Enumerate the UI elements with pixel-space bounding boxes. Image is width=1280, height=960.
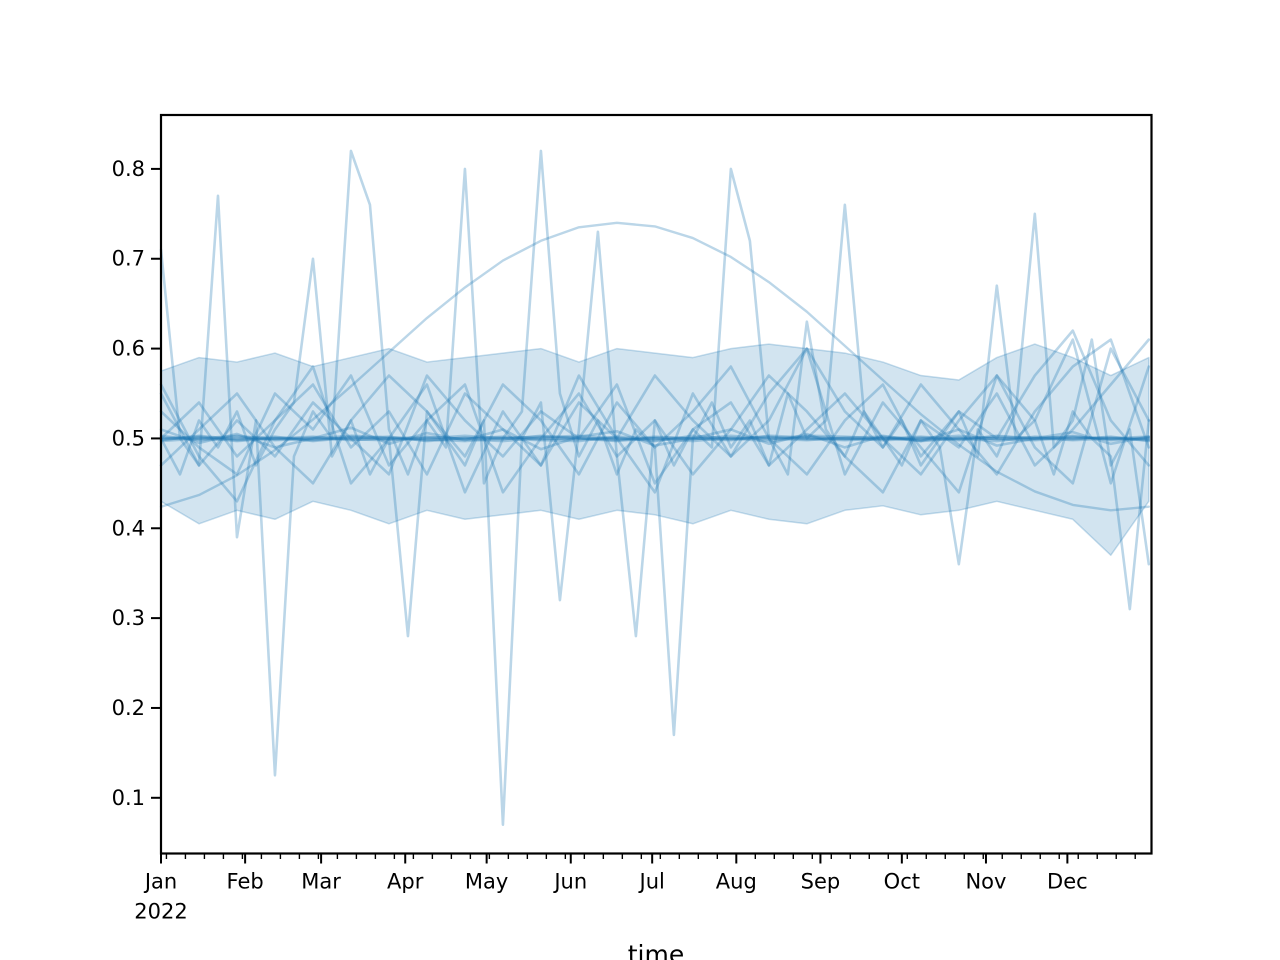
x-tick-label: Jun xyxy=(552,870,587,894)
tick-label-layer: Jan 2022 Feb Mar Apr May Jun Jul Aug Sep Oct Nov Dec… xyxy=(112,157,1088,924)
series-volatile-2 xyxy=(159,167,1151,827)
y-tick-label: 0.2 xyxy=(112,696,145,720)
series-medium-4 xyxy=(159,347,1151,485)
series-smooth-seasonal xyxy=(159,221,1150,512)
x-tick-label: Aug xyxy=(716,870,757,894)
series-stable-7 xyxy=(159,426,1151,451)
x-tick-label: Feb xyxy=(227,870,264,894)
plot-border xyxy=(159,113,1153,855)
y-tick-label: 0.8 xyxy=(112,157,145,181)
y-tick-label: 0.6 xyxy=(112,337,145,361)
series-volatile-3 xyxy=(159,338,1151,503)
x-tick-label: May xyxy=(465,870,508,894)
series-stable-1 xyxy=(159,435,1151,443)
uncertainty-band-layer xyxy=(160,343,1150,556)
uncertainty-band xyxy=(160,343,1150,556)
series-volatile-1 xyxy=(159,149,1151,777)
x-tick-label: Jan xyxy=(143,870,177,894)
series-medium-1 xyxy=(159,338,1151,476)
series-stable-6 xyxy=(159,434,1151,443)
x-tick-label: Jul xyxy=(638,870,665,894)
x-tick-label: Apr xyxy=(387,870,424,894)
series-stable-5 xyxy=(159,434,1151,443)
series-medium-2 xyxy=(159,329,1151,485)
y-tick-label: 0.5 xyxy=(112,426,145,450)
y-tick-label: 0.4 xyxy=(112,516,145,540)
series-stable-2 xyxy=(159,434,1151,443)
series-stable-4 xyxy=(159,434,1151,443)
x-tick-label: Mar xyxy=(301,870,341,894)
series-medium-3 xyxy=(159,338,1151,494)
x-axis-title: time xyxy=(628,940,684,960)
x-tick-label: Sep xyxy=(801,870,841,894)
series-stable-3 xyxy=(159,434,1151,443)
line-series-layer xyxy=(159,149,1151,827)
axes-layer xyxy=(151,113,1153,864)
y-tick-label: 0.1 xyxy=(112,786,145,810)
y-tick-label: 0.7 xyxy=(112,247,145,271)
y-tick-label: 0.3 xyxy=(112,606,145,630)
x-tick-label: Oct xyxy=(884,870,920,894)
x-axis-year-label: 2022 xyxy=(134,900,187,924)
x-tick-label: Nov xyxy=(965,870,1006,894)
x-tick-label: Dec xyxy=(1047,870,1088,894)
